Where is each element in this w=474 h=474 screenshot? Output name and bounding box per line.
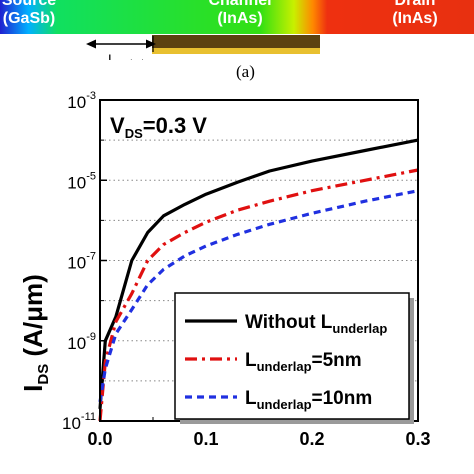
source-title: Source [1, 0, 57, 9]
x-tick-label: 0.1 [193, 429, 218, 449]
drain-label: Drain (InAs) [365, 0, 465, 28]
legend-label-3: Lunderlap=10nm [245, 388, 372, 412]
subfigure-label: (a) [236, 62, 255, 81]
legend-label-1: Without Lunderlap [245, 312, 387, 336]
source-label: Source (GaSb) [0, 0, 64, 28]
underlap-arrowhead-left [86, 39, 96, 49]
y-tick-label: 10-11 [62, 411, 96, 433]
device-schematic: Lunderlap [0, 0, 474, 60]
channel-label: Channel (InAs) [190, 0, 290, 28]
y-tick-label: 10-9 [67, 331, 96, 353]
underlap-arrowhead-right [146, 39, 156, 49]
x-tick-label: 0.0 [87, 429, 112, 449]
underlap-label: Lunderlap [108, 51, 155, 60]
underlap-gate-edge [152, 48, 320, 54]
legend: Without Lunderlap Lunderlap=5nm Lunderlap=… [174, 292, 414, 424]
drain-title: Drain [394, 0, 436, 9]
x-ticks: 0.0 0.1 0.2 0.3 [87, 414, 431, 449]
series-line-2 [98, 168, 419, 422]
vds-annotation: VDS=0.3 V [110, 113, 207, 141]
x-tick-label: 0.2 [299, 429, 324, 449]
y-tick-label: 10-7 [67, 251, 96, 273]
source-material: (GaSb) [2, 10, 56, 27]
device-band [0, 0, 474, 34]
x-tick-label: 0.3 [405, 429, 430, 449]
y-ticks: 10-11 10-9 10-7 10-5 10-3 [62, 90, 107, 433]
y-tick-label: 10-3 [67, 90, 96, 112]
channel-title: Channel [208, 0, 272, 9]
series-line-1 [98, 138, 419, 410]
series-lines [98, 138, 419, 422]
id-vd-chart: 0.0 0.1 0.2 0.3 10-11 10-9 10-7 10-5 10-3 IDS (… [18, 90, 431, 449]
drain-material: (InAs) [392, 10, 438, 27]
legend-label-2: Lunderlap=5nm [245, 350, 362, 374]
channel-material: (InAs) [217, 10, 263, 27]
y-axis-label: IDS (A/μm) [18, 274, 52, 392]
y-tick-label: 10-5 [67, 170, 96, 192]
underlap-gate [152, 35, 320, 48]
